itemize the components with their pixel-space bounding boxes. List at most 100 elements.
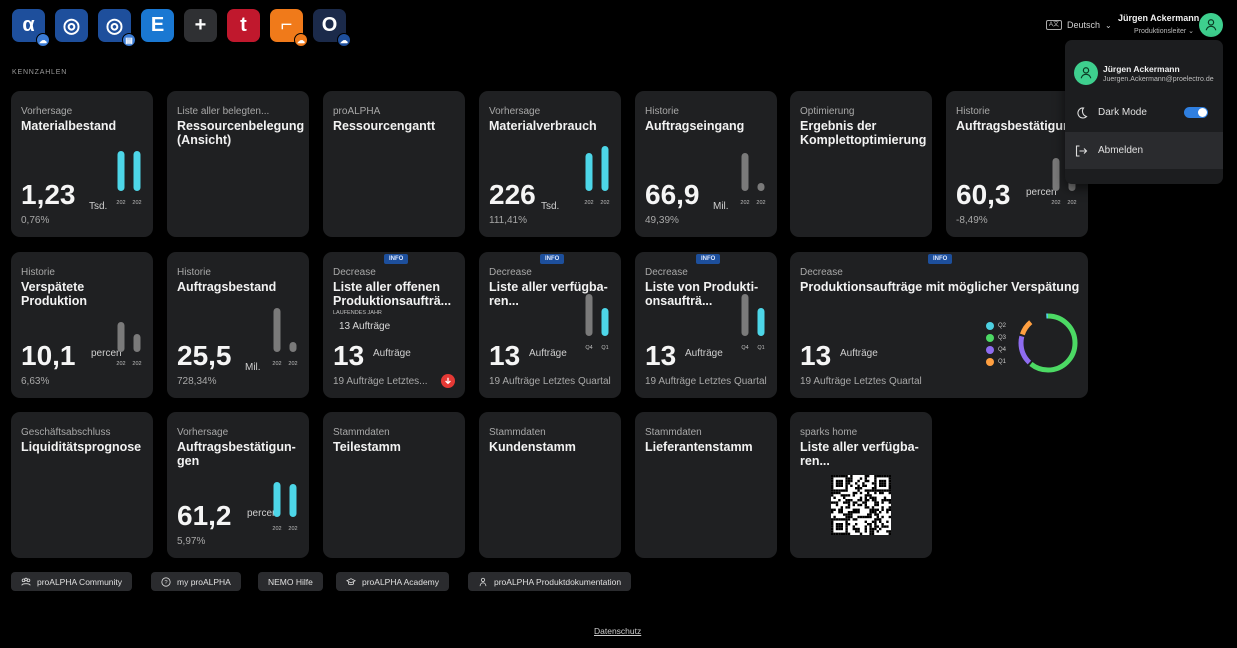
privacy-link[interactable]: Datenschutz: [594, 626, 642, 636]
target-app-icon[interactable]: ◎: [55, 9, 88, 42]
kpi-value: 13: [645, 340, 677, 371]
dark-mode-toggle[interactable]: [1184, 107, 1208, 118]
mini-bar-label: 202: [584, 200, 593, 206]
tile-subtitle: Historie: [21, 267, 55, 278]
link-my-proalpha[interactable]: ? my proALPHA: [151, 572, 241, 591]
target-db-app-icon[interactable]: ◎ ▤: [98, 9, 136, 47]
tile-liquiditaetsprognose[interactable]: Geschäftsabschluss Liquiditätsprognose: [11, 412, 153, 558]
mini-bar: [741, 294, 749, 336]
user-icon: [1080, 67, 1092, 79]
kpi-change: 6,63%: [21, 376, 50, 387]
link-academy[interactable]: proALPHA Academy: [336, 572, 450, 591]
kpi-tile-auftragsbestand[interactable]: Historie Auftragsbestand 25,5 Mil. 728,34% 20…: [167, 252, 309, 398]
legend-dot: [986, 346, 994, 354]
dropdown-user-name: Jürgen Ackermann: [1103, 63, 1180, 74]
kpi-tile-verfuegbare[interactable]: INFO Decrease Liste aller verfügba-ren... 1…: [479, 252, 621, 398]
tile-title: Verspätete Produktion: [21, 280, 87, 308]
person-doc-icon: [479, 577, 487, 586]
tile-komplettoptimierung[interactable]: Optimierung Ergebnis der Komplettoptimier…: [790, 91, 932, 237]
tile-title: Liste aller verfügba-ren...: [800, 440, 919, 468]
tile-title: Ergebnis der Komplettoptimierung: [800, 119, 927, 147]
user-menu[interactable]: Jürgen Ackermann Produktionsleiter ⌄: [1118, 13, 1200, 35]
mini-bar-label: 202: [288, 526, 297, 532]
mini-bar-label: Q1: [601, 345, 608, 351]
kpi-tile-materialverbrauch[interactable]: Vorhersage Materialverbrauch 226 Tsd. 111,41…: [479, 91, 621, 237]
kpi-value: 10,1: [21, 340, 76, 371]
tile-title: Lieferantenstamm: [645, 440, 753, 454]
mini-bar-label: 202: [600, 200, 609, 206]
logout-row[interactable]: Abmelden: [1065, 132, 1223, 169]
alpha-app-icon[interactable]: α ☁: [12, 9, 50, 47]
mini-bar-label: 202: [272, 526, 281, 532]
mini-bar-label: 202: [740, 200, 749, 206]
kpi-change: 5,97%: [177, 536, 206, 547]
dark-mode-row[interactable]: Dark Mode: [1065, 94, 1223, 131]
plus-app-icon[interactable]: +: [184, 9, 217, 42]
tile-sparks-home[interactable]: sparks home Liste aller verfügba-ren...: [790, 412, 932, 558]
donut-chart: [1018, 313, 1078, 373]
kpi-value: 13: [333, 340, 365, 371]
tile-ressourcengantt[interactable]: proALPHA Ressourcengantt: [323, 91, 465, 237]
top-bar: α ☁ ◎ ◎ ▤ E + t ⌐ ☁ O ☁ A文 Deutsch ⌄ Jürgen Ackerma…: [0, 0, 1237, 52]
kpi-unit: Aufträge: [529, 348, 567, 359]
kpi-tile-offene-produktionsauftraege[interactable]: INFO Decrease Liste aller offenen Produkti…: [323, 252, 465, 398]
tile-title: Liste aller verfügba-ren...: [489, 280, 608, 308]
tile-subtitle: Decrease: [645, 267, 688, 278]
tile-title: Auftragsbestand: [177, 280, 277, 294]
kpi-unit: percen: [91, 348, 122, 359]
tile-teilestamm[interactable]: Stammdaten Teilestamm: [323, 412, 465, 558]
mini-bar-chart: 202 202: [116, 151, 142, 206]
legend-item: Q2: [986, 320, 1006, 332]
dropdown-user-email: Juergen.Ackermann@proelectro.de: [1103, 75, 1214, 83]
tile-subtitle: sparks home: [800, 427, 858, 438]
kpi-tile-auftragsbestaetigungen[interactable]: Historie Auftragsbestätigungen 60,3 percen -…: [946, 91, 1088, 237]
mini-bar-label: 202: [1051, 200, 1060, 206]
tile-subtitle: Stammdaten: [333, 427, 390, 438]
legend-item: Q1: [986, 356, 1006, 368]
link-produktdokumentation[interactable]: proALPHA Produktdokumentation: [468, 572, 632, 591]
tile-title: Materialbestand: [21, 119, 117, 133]
language-icon: A文: [1046, 20, 1063, 30]
legend-item: Q3: [986, 332, 1006, 344]
legend-item: Q4: [986, 344, 1006, 356]
app-glyph: O: [321, 14, 338, 36]
kpi-tile-auftragseingang[interactable]: Historie Auftragseingang 66,9 Mil. 49,39% 202…: [635, 91, 777, 237]
link-label: proALPHA Community: [37, 576, 123, 587]
language-selector[interactable]: A文 Deutsch ⌄: [1046, 20, 1112, 30]
link-nemo-hilfe[interactable]: NEMO Hilfe: [258, 572, 323, 591]
user-name: Jürgen Ackermann: [1118, 13, 1200, 23]
tile-subtitle: Vorhersage: [177, 427, 229, 438]
kpi-unit: Tsd.: [89, 201, 108, 212]
tile-subtitle: Vorhersage: [489, 106, 541, 117]
mini-bar: [601, 308, 609, 336]
tile-lieferantenstamm[interactable]: Stammdaten Lieferantenstamm: [635, 412, 777, 558]
app-glyph: ◎: [62, 15, 81, 37]
kpi-unit: Aufträge: [373, 348, 411, 359]
tile-title: Materialverbrauch: [489, 119, 597, 133]
kpi-tile-verspaetete-produktion[interactable]: Historie Verspätete Produktion 10,1 percen 6…: [11, 252, 153, 398]
avatar[interactable]: [1199, 13, 1223, 37]
legend-dot: [986, 322, 994, 330]
legend-label: Q2: [998, 323, 1007, 329]
tile-kundenstamm[interactable]: Stammdaten Kundenstamm: [479, 412, 621, 558]
kpi-tile-verspaetung[interactable]: INFO Decrease Produktionsaufträge mit mögl…: [790, 252, 1088, 398]
tile-subtitle: Historie: [177, 267, 211, 278]
kpi-tile-materialbestand[interactable]: Vorhersage Materialbestand 1,23 Tsd. 0,76% 20…: [11, 91, 153, 237]
avatar: [1074, 61, 1098, 85]
mini-bar-label: 202: [132, 200, 141, 206]
app-glyph: α: [22, 14, 35, 36]
kpi-value: 1,23: [21, 179, 76, 210]
bracket-app-icon[interactable]: ⌐ ☁: [270, 9, 308, 47]
kpi-value: 61,2: [177, 500, 232, 531]
mini-bar-label: 202: [756, 200, 765, 206]
o-app-icon[interactable]: O ☁: [313, 9, 351, 47]
kpi-value: 66,9: [645, 179, 700, 210]
kpi-tile-produktionsauftraege[interactable]: INFO Decrease Liste von Produkti-onsaufträ…: [635, 252, 777, 398]
link-community[interactable]: proALPHA Community: [11, 572, 133, 591]
tile-ressourcenbelegung[interactable]: Liste aller belegten... Ressourcenbelegun…: [167, 91, 309, 237]
legend-label: Q1: [998, 359, 1007, 365]
t-app-icon[interactable]: t: [227, 9, 260, 42]
kpi-tile-auftragsbestaetigungen-vorhersage[interactable]: Vorhersage Auftragsbestätigun-gen 61,2 perc…: [167, 412, 309, 558]
tile-subtitle: Decrease: [800, 267, 843, 278]
e-app-icon[interactable]: E: [141, 9, 174, 42]
